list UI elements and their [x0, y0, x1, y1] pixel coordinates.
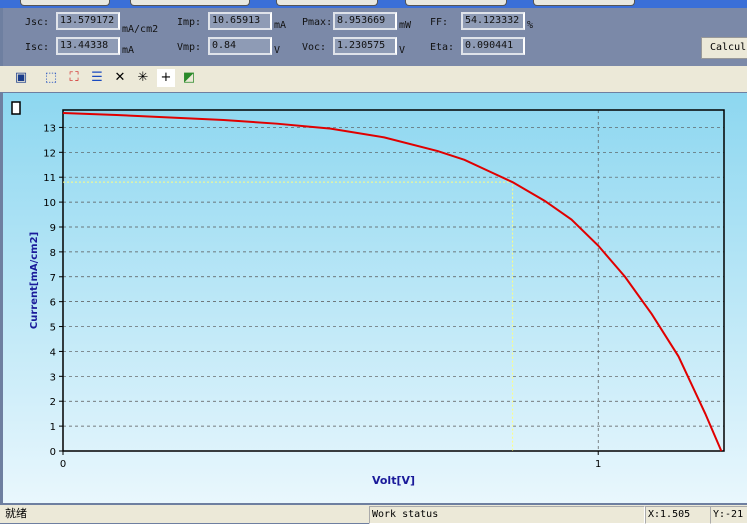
status-work: Work status: [369, 506, 645, 524]
ff-field[interactable]: 54.123332: [461, 12, 525, 30]
y-tick-label: 6: [50, 298, 56, 309]
imp-field[interactable]: 10.65913: [208, 12, 272, 30]
vmp-label: Vmp:: [177, 42, 202, 53]
x-axis-label: Volt[V]: [372, 474, 415, 487]
status-ready: 就绪: [5, 507, 27, 520]
legend-icon: [11, 101, 21, 115]
eta-label: Eta:: [430, 42, 455, 53]
voc-label: Voc:: [302, 42, 327, 53]
y-tick-label: 9: [50, 223, 56, 234]
y-axis-label: Current[mA/cm2]: [29, 232, 40, 329]
status-x: X:1.505: [645, 506, 711, 524]
y-tick-label: 12: [43, 148, 56, 159]
export-icon[interactable]: ◩: [182, 70, 196, 85]
tab-button[interactable]: [130, 0, 250, 6]
jsc-field[interactable]: 13.579172: [56, 12, 120, 30]
pmax-unit: mW: [399, 20, 412, 31]
x-tick-label: 0: [60, 459, 66, 470]
chart-toolbar: ▣ ⬚ ⛶ ☰ ✕ ✳ + ◩: [0, 66, 747, 92]
y-tick-label: 2: [50, 397, 56, 408]
jsc-label: Jsc:: [25, 17, 50, 28]
y-tick-label: 0: [50, 447, 56, 458]
tab-button[interactable]: [276, 0, 378, 6]
y-tick-label: 4: [50, 347, 56, 358]
imp-label: Imp:: [177, 17, 202, 28]
calculate-button[interactable]: Calcul: [701, 37, 747, 59]
iv-chart: 0 1 2 3 4 5 6 7 8 9 10 11 12 13 0 1 Volt[V] Current[mA/cm…: [3, 93, 747, 503]
isc-label: Isc:: [25, 42, 50, 53]
y-tick-label: 3: [50, 372, 56, 383]
pmax-label: Pmax:: [302, 17, 333, 28]
y-tick-label: 7: [50, 273, 56, 284]
y-tick-label: 5: [50, 323, 56, 334]
tab-button[interactable]: [533, 0, 635, 6]
vmp-unit: V: [274, 45, 281, 56]
y-tick-label: 10: [43, 198, 56, 209]
status-y: Y:-21: [710, 506, 747, 524]
plot-frame: [62, 109, 725, 452]
isc-unit: mA: [122, 45, 135, 56]
chart-properties-icon[interactable]: ▣: [14, 70, 28, 85]
iv-curve: [62, 111, 723, 452]
tab-button[interactable]: [20, 0, 110, 6]
voc-unit: V: [399, 45, 406, 56]
x-tick-label: 1: [595, 459, 601, 470]
eta-field[interactable]: 0.090441: [461, 37, 525, 55]
y-tick-label: 8: [50, 248, 56, 259]
ff-label: FF:: [430, 17, 449, 28]
y-tick-label: 11: [43, 173, 56, 184]
pmax-field[interactable]: 8.953669: [333, 12, 397, 30]
list-icon[interactable]: ☰: [91, 70, 103, 85]
tools-icon[interactable]: ✕: [114, 70, 126, 85]
cursor-icon[interactable]: ✳: [137, 70, 149, 85]
voc-field[interactable]: 1.230575: [333, 37, 397, 55]
fit-icon[interactable]: ⛶: [69, 70, 79, 85]
crosshair-icon[interactable]: +: [157, 69, 175, 87]
imp-unit: mA: [274, 20, 287, 31]
tab-button[interactable]: [405, 0, 507, 6]
jsc-unit: mA/cm2: [122, 24, 159, 35]
y-tick-label: 13: [43, 123, 56, 134]
y-tick-label: 1: [50, 422, 56, 433]
status-bar: 就绪 Work status X:1.505 Y:-21: [0, 505, 747, 524]
mpp-line: [63, 181, 514, 451]
vmp-field[interactable]: 0.84: [208, 37, 272, 55]
zoom-in-icon[interactable]: ⬚: [44, 70, 58, 85]
ff-unit: %: [527, 20, 534, 31]
isc-field[interactable]: 13.44338: [56, 37, 120, 55]
